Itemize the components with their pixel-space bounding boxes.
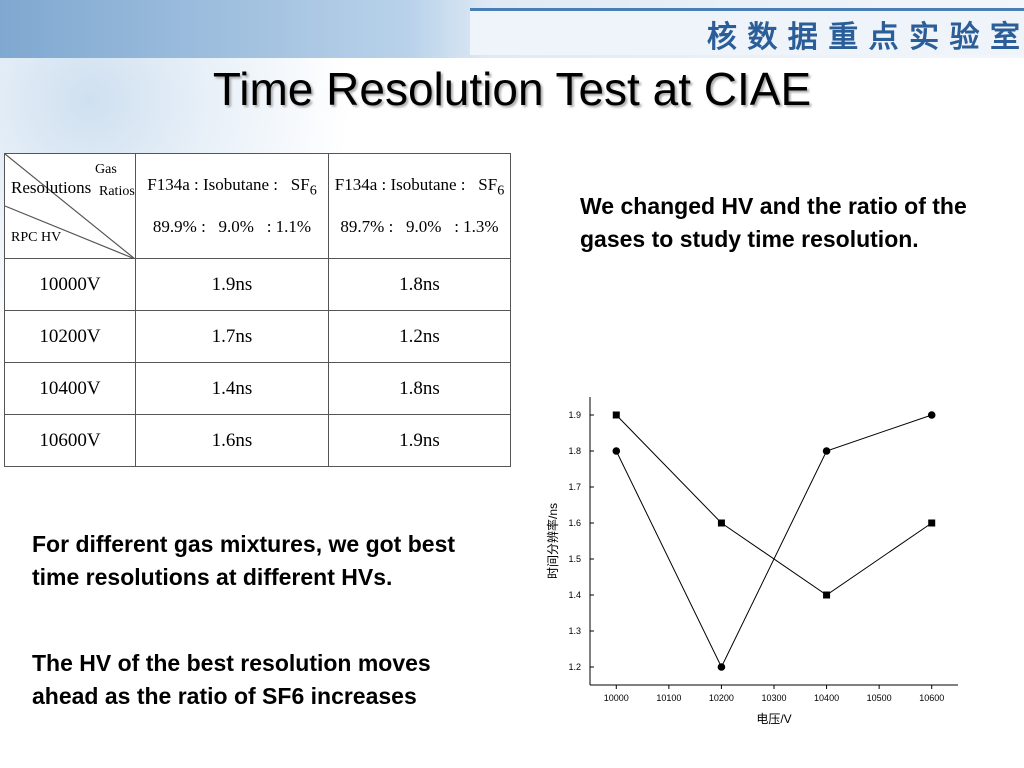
- series-line: [615, 414, 932, 669]
- y-tick-label: 1.7: [568, 482, 581, 492]
- column-header: F134a : Isobutane : SF6 89.9% : 9.0% : 1.…: [135, 153, 329, 259]
- table-cell: 1.6ns: [135, 414, 329, 467]
- x-axis-label: 电压/V: [756, 712, 791, 726]
- table-cell: 1.8ns: [328, 362, 511, 415]
- y-tick-label: 1.8: [568, 446, 581, 456]
- corner-text: RPC HV: [11, 230, 62, 245]
- column-header: F134a : Isobutane : SF6 89.7% : 9.0% : 1.…: [328, 153, 511, 259]
- y-tick-label: 1.5: [568, 554, 581, 564]
- gas-text: F134a : Isobutane : SF: [147, 174, 310, 194]
- table-row: 10000V 1.9ns 1.8ns: [4, 258, 511, 311]
- table-row: 10200V 1.7ns 1.2ns: [4, 310, 511, 363]
- point: [822, 447, 831, 455]
- paragraph: For different gas mixtures, we got best …: [32, 531, 456, 590]
- corner-text: Resolutions: [11, 178, 92, 197]
- banner-text: 核 数 据 重 点 实 验 室: [706, 20, 1020, 55]
- point: [928, 519, 936, 527]
- x-tick-label: 10600: [919, 693, 944, 703]
- y-tick-label: 1.9: [568, 410, 581, 420]
- corner-cell: Gas Ratios Resolutions RPC HV: [4, 153, 136, 259]
- y-tick-label: 1.2: [568, 662, 581, 672]
- point: [717, 519, 725, 527]
- gas-text: F134a : Isobutane : SF: [334, 174, 498, 194]
- table-cell: 1.8ns: [328, 258, 511, 311]
- x-tick-label: 10300: [761, 693, 786, 703]
- table-cell: 10200V: [4, 310, 136, 363]
- y-tick-label: 1.4: [568, 590, 581, 600]
- table-cell: 1.4ns: [135, 362, 329, 415]
- point: [612, 447, 621, 455]
- slide-title: Time Resolution Test at CIAE: [212, 63, 812, 115]
- y-tick-label: 1.3: [568, 626, 581, 636]
- banner-band: [470, 8, 1024, 55]
- gas-ratios: 89.7% : 9.0% : 1.3%: [340, 217, 499, 236]
- x-tick-label: 10500: [867, 693, 892, 703]
- paragraph: The HV of the best resolution moves ahea…: [32, 650, 431, 709]
- table-row: 10400V 1.4ns 1.8ns: [4, 362, 511, 415]
- table-cell: 1.9ns: [328, 414, 511, 467]
- point: [927, 411, 936, 419]
- paragraph: We changed HV and the ratio of the gases…: [580, 193, 967, 252]
- results-table: Gas Ratios Resolutions RPC HV F134a : Is…: [4, 153, 511, 467]
- gas-names: F134a : Isobutane : SF6: [329, 175, 510, 199]
- gas-ratios: 89.9% : 9.0% : 1.1%: [152, 217, 312, 236]
- gas-subscript: 6: [309, 182, 317, 198]
- y-tick-label: 1.6: [568, 518, 581, 528]
- point: [717, 663, 726, 671]
- table-cell: 1.7ns: [135, 310, 329, 363]
- x-tick-label: 10400: [814, 693, 839, 703]
- table-row: 10600V 1.6ns 1.9ns: [4, 414, 511, 467]
- series-line: [615, 414, 932, 596]
- gas-names: F134a : Isobutane : SF6: [136, 175, 328, 199]
- x-tick-label: 10200: [709, 693, 734, 703]
- corner-diagonals: [5, 154, 135, 259]
- x-tick-label: 10100: [656, 693, 681, 703]
- point: [612, 411, 620, 419]
- table-cell: 10400V: [4, 362, 136, 415]
- corner-text: Gas: [95, 162, 117, 177]
- gas-subscript: 6: [497, 182, 505, 198]
- corner-text: Ratios: [99, 184, 135, 199]
- table-cell: 1.9ns: [135, 258, 329, 311]
- y-axis-label: 时间分辨率/ns: [545, 503, 560, 579]
- table-cell: 10600V: [4, 414, 136, 467]
- table-cell: 10000V: [4, 258, 136, 311]
- x-tick-label: 10000: [604, 693, 629, 703]
- point: [823, 591, 831, 599]
